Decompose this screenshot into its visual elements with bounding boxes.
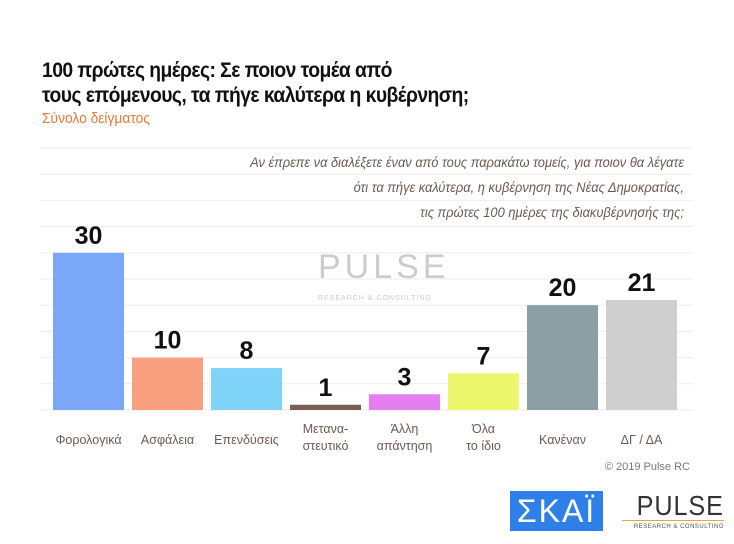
category-label: στευτικό [303,439,349,453]
data-label: 1 [319,374,333,402]
pulse-logo: PULSE RESEARCH & CONSULTING [612,490,724,534]
bar [211,368,282,410]
data-label: 20 [549,274,577,302]
bar [132,357,203,410]
data-label: 10 [154,327,182,355]
category-label: ΔΓ / ΔΑ [621,433,663,447]
category-label: Φορολογικά [55,433,121,447]
title-line: 100 πρώτες ημέρες: Σε ποιον τομέα από [42,59,392,82]
watermark-logo: PULSE [318,248,450,286]
title-line: τους επόμενους, τα πήγε καλύτερα η κυβέρ… [42,84,469,107]
survey-question: Αν έπρεπε να διαλέξετε έναν από τους παρ… [169,150,684,225]
category-label: το ίδιο [466,439,501,453]
category-label: Επενδύσεις [214,433,279,447]
question-line: Αν έπρεπε να διαλέξετε έναν από τους παρ… [250,154,684,170]
question-line: ότι τα πήγε καλύτερα, η κυβέρνηση της Νέ… [353,179,684,195]
data-label: 3 [398,363,412,391]
category-label: Κανέναν [539,433,586,447]
data-label: 21 [628,269,656,297]
category-label: Μετανα- [303,422,349,436]
category-label: Άλλη [391,422,419,436]
category-label: απάντηση [377,439,433,453]
chart-subtitle: Σύνολο δείγματος [42,110,150,127]
pulse-logo-text: PULSE [636,490,724,521]
bar [369,394,440,410]
data-label: 8 [240,337,254,365]
data-label: 7 [477,342,491,370]
skai-logo: ΣΚΑΪ [510,491,603,531]
copyright: © 2019 Pulse RC [604,461,690,473]
bar [290,404,361,410]
pulse-logo-tagline: RESEARCH & CONSULTING [633,524,724,530]
bar [448,373,519,410]
category-label: Ασφάλεια [141,433,194,447]
bar [606,299,677,410]
data-label: 30 [75,222,103,250]
pulse-logo-line [622,520,724,521]
watermark-tagline: RESEARCH & CONSULTING [318,295,432,302]
bar [53,252,124,410]
category-label: Όλα [471,422,495,436]
chart-title: 100 πρώτες ημέρες: Σε ποιον τομέα από το… [42,58,469,108]
bar [527,305,598,410]
question-line: τις πρώτες 100 ημέρες της διακυβέρνησής … [420,204,684,220]
